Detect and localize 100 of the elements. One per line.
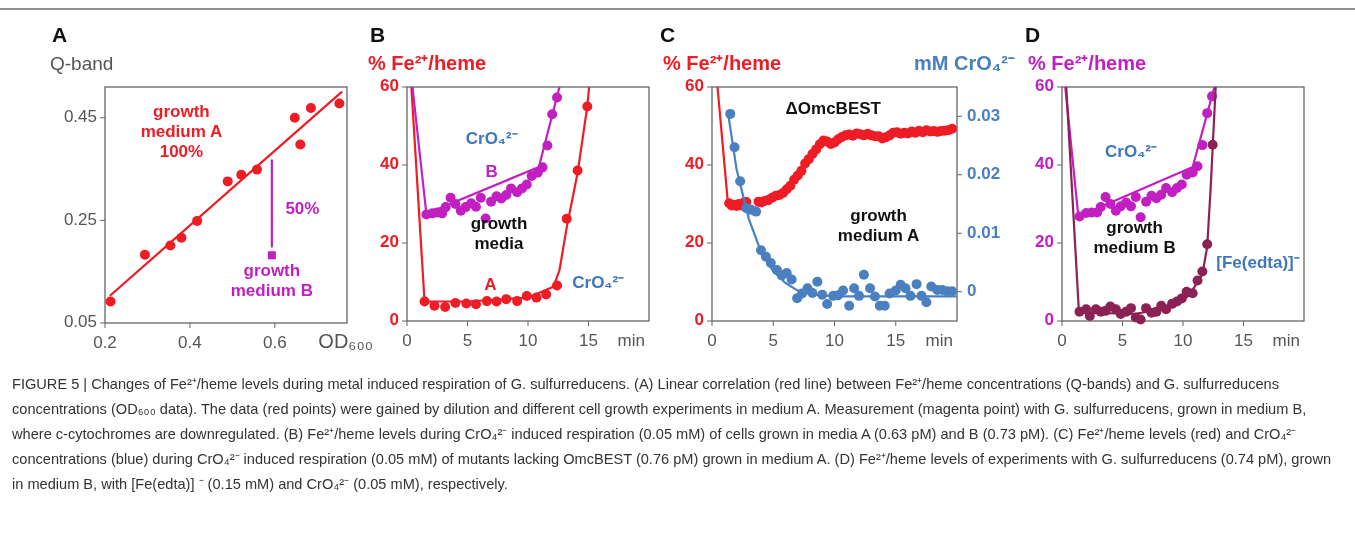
chart-title: D <box>1025 23 1041 46</box>
point <box>440 301 451 312</box>
y-tick-label: 60 <box>380 76 399 96</box>
y-tick-label: 0.05 <box>63 312 97 332</box>
point <box>838 285 849 296</box>
y-tick-label: 0 <box>1044 310 1054 330</box>
point <box>521 179 532 190</box>
point <box>849 283 860 294</box>
annotation: [Fe(edta)]⁻ <box>1216 253 1300 273</box>
annotation: growth media <box>470 214 528 254</box>
caption: FIGURE 5 | Changes of Fe²⁺/heme levels during metal induced respiration of G. sulfurreducens. (A) Linear correlation (red line) between Fe²⁺/heme concentrations (Q-bands) and G. sulfurreducens concentrations (OD₆₀₀ data). The data (red points) were gained by dilution and different cell growth experiments in medium A. Measurement (magenta point) with G. sulfurreducens, grown in medium B, where c-cytochromes are downregulated. (B) Fe²⁺/heme levels during CrO₄²⁻ induced respiration (0.05 mM) of cells grown in media A (0.63 pM) and B (0.73 pM). (C) Fe²⁺/heme levels (red) and CrO₄²⁻ concentrations (blue) during CrO₄²⁻ induced respiration (0.05 mM) of mutants lacking OmcBEST (0.76 pM) grown in medium A. (D) Fe²⁺/heme levels of experiments with G. sulfurreducens (0.74 pM), grown in medium B, with [Fe(edta)] ⁻ (0.15 mM) and CrO₄²⁻ (0.05 mM), respectively. <box>12 375 1333 494</box>
point <box>1105 199 1116 209</box>
y-tick-label: 60 <box>1035 76 1054 96</box>
point <box>295 139 306 150</box>
point <box>450 298 461 309</box>
x-tick-label: 15 <box>1234 331 1253 350</box>
point <box>1192 275 1203 286</box>
point <box>429 300 440 311</box>
x-tick-label: 0.4 <box>178 333 202 352</box>
x-axis-title: min <box>617 331 645 350</box>
x-tick-label: 10 <box>825 331 844 350</box>
x-tick-label: 10 <box>518 331 538 350</box>
point <box>786 274 797 285</box>
point <box>1100 191 1111 202</box>
x-tick-label: 0 <box>1057 331 1067 350</box>
point <box>537 162 548 173</box>
annotation: ΔOmcBEST <box>785 99 882 119</box>
y-tick-label: 40 <box>1035 154 1054 174</box>
point <box>1084 310 1095 321</box>
y2-axis-title: mM CrO₄²⁻ <box>914 52 1015 74</box>
point <box>812 276 823 287</box>
point <box>334 98 345 109</box>
y-axis-title: % Fe²⁺/heme <box>663 52 782 74</box>
point <box>572 165 583 176</box>
y-axis-title: % Fe²⁺/heme <box>1028 52 1147 74</box>
point <box>521 291 532 302</box>
point <box>461 298 472 309</box>
point <box>911 279 922 290</box>
point <box>419 296 430 307</box>
point <box>470 201 481 212</box>
point <box>531 292 542 303</box>
point <box>1176 179 1187 190</box>
point <box>501 190 512 201</box>
point <box>552 92 563 103</box>
x-tick-label: 5 <box>1117 331 1128 350</box>
series-label: growth medium B <box>230 261 313 301</box>
point <box>1125 201 1136 212</box>
point <box>491 296 502 307</box>
chart-title: A <box>52 23 68 46</box>
x-tick-label: 0 <box>402 331 412 350</box>
point <box>725 108 736 119</box>
annotation: growth medium A <box>837 206 920 246</box>
y-tick-label: 0 <box>389 310 399 330</box>
point <box>1125 303 1136 314</box>
point <box>865 283 876 294</box>
point <box>470 299 481 310</box>
point <box>105 296 116 307</box>
point <box>1202 108 1213 119</box>
point <box>547 109 558 120</box>
x-axis-title: min <box>925 331 953 350</box>
chart-title: C <box>660 23 676 46</box>
annotation: CrO₄²⁻ <box>1105 142 1157 162</box>
point <box>781 268 792 279</box>
point <box>582 101 593 112</box>
point <box>450 199 461 209</box>
x-tick-label: 15 <box>579 331 598 350</box>
x-tick-label: 0.2 <box>93 333 117 352</box>
x-tick-label: 0 <box>707 331 717 350</box>
y-tick-label: 60 <box>685 76 704 96</box>
chart-title: B <box>370 23 386 46</box>
series-label: growth medium A 100% <box>140 102 223 162</box>
y2-tick-label: 0.01 <box>967 222 1001 242</box>
point <box>222 176 233 187</box>
series-label: A <box>484 275 497 295</box>
point <box>289 112 300 123</box>
point <box>921 297 932 308</box>
point <box>501 294 512 305</box>
y-tick-label: 40 <box>685 154 704 174</box>
point <box>552 280 563 291</box>
point <box>1207 139 1218 150</box>
point <box>481 296 492 307</box>
annotation: CrO₄²⁻ <box>465 129 518 149</box>
x-tick-label: 15 <box>886 331 906 350</box>
y-tick-label: 20 <box>1035 232 1054 252</box>
point <box>1095 202 1106 213</box>
point <box>1135 314 1146 325</box>
point <box>844 300 855 311</box>
point <box>1141 196 1152 207</box>
point <box>512 296 523 307</box>
point <box>1197 266 1208 277</box>
y-tick-label: 20 <box>380 232 399 252</box>
x-tick-label: 0.6 <box>263 333 287 352</box>
point <box>561 213 572 224</box>
y2-tick-label: 0 <box>967 281 977 301</box>
x-tick-label: 10 <box>1173 331 1193 350</box>
y-axis-title: % Fe²⁺/heme <box>368 52 487 74</box>
y-tick-label: 40 <box>380 154 399 174</box>
series-label: 50% <box>285 199 320 219</box>
point <box>267 251 276 260</box>
annotation: CrO₄²⁻ <box>572 273 625 293</box>
